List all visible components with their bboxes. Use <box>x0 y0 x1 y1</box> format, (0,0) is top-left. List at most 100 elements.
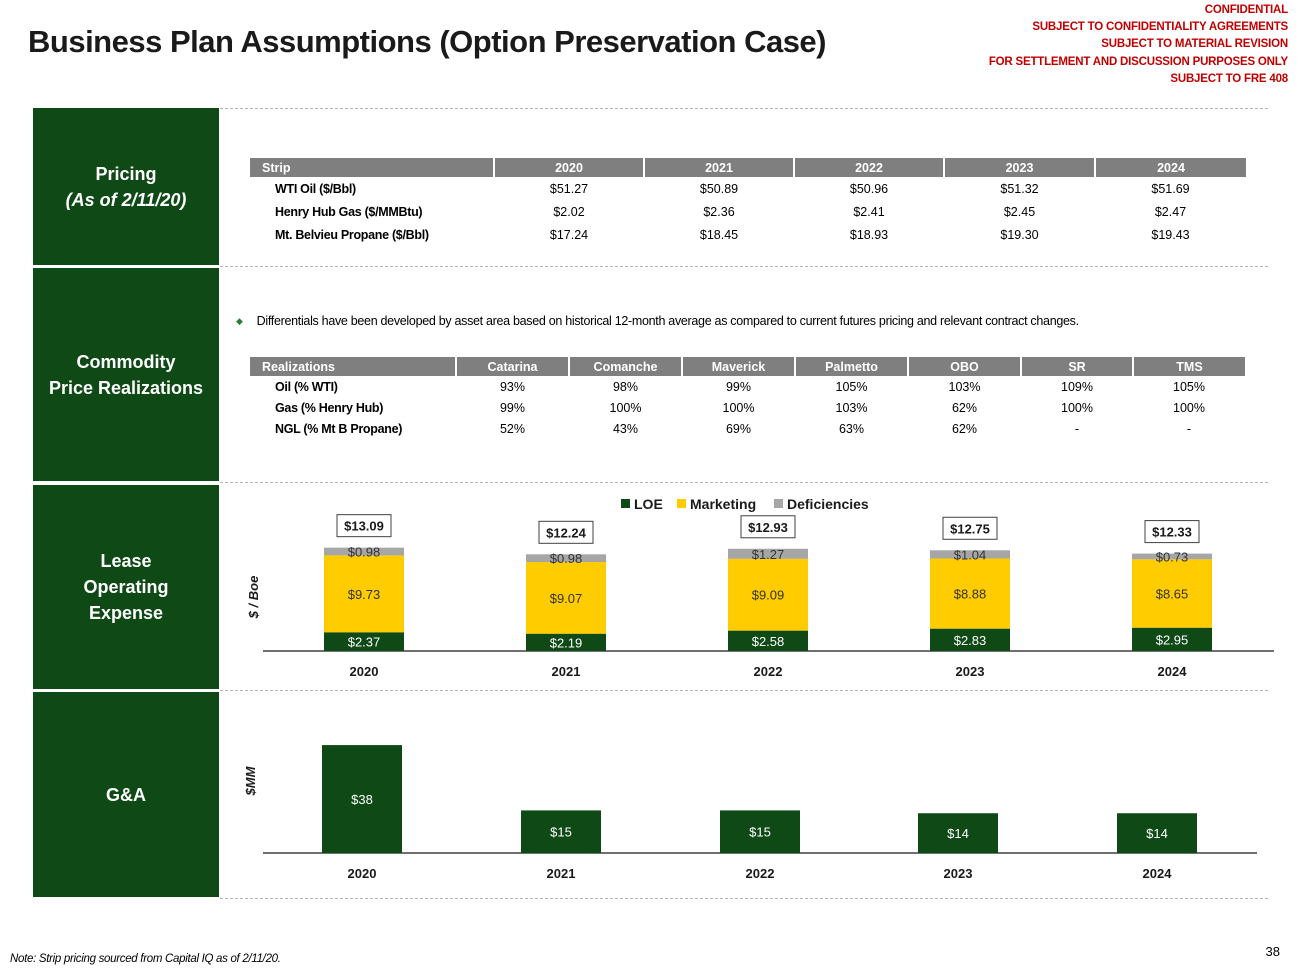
table-cell: 62% <box>951 400 978 415</box>
x-tick-label: 2020 <box>348 866 377 881</box>
table-cell: $2.02 <box>553 204 585 219</box>
column-header: Maverick <box>681 357 795 376</box>
confidential-line: FOR SETTLEMENT AND DISCUSSION PURPOSES O… <box>988 55 1288 68</box>
bar-marketing <box>1132 559 1212 628</box>
bar-deficiencies <box>728 548 808 559</box>
column-header: Realizations <box>250 357 456 376</box>
table-cell: $50.89 <box>699 181 739 196</box>
row-label: Henry Hub Gas ($/MMBtu) <box>275 204 423 219</box>
x-tick-label: 2022 <box>746 866 775 881</box>
bullet-text: Differentials have been developed by ass… <box>256 314 1079 328</box>
data-label: $9.07 <box>550 591 583 606</box>
section-loe-line1: Lease <box>100 551 152 571</box>
data-label: $1.04 <box>954 547 987 562</box>
table-cell: 69% <box>725 421 752 436</box>
table-cell: $19.30 <box>1000 227 1039 242</box>
column-header: 2022 <box>793 158 944 177</box>
bar-gna <box>720 810 800 853</box>
section-pricing-title: Pricing <box>95 163 157 184</box>
data-label: $8.65 <box>1156 587 1189 602</box>
bar-gna <box>322 745 402 853</box>
bar-marketing <box>728 558 808 631</box>
section-gna: G&A <box>33 692 219 897</box>
bar-loe <box>324 632 404 651</box>
table-cell: 103% <box>835 400 868 415</box>
row-label: Gas (% Henry Hub) <box>275 400 384 415</box>
pricing-table: Strip 2020 2021 2022 2023 2024 WTI Oil (… <box>250 158 1246 246</box>
legend-label: LOE <box>634 496 663 512</box>
data-label: $0.73 <box>1156 549 1189 564</box>
confidential-line: SUBJECT TO MATERIAL REVISION <box>1101 38 1288 51</box>
data-label: $2.19 <box>550 635 583 650</box>
divider <box>220 266 1268 267</box>
table-cell: 62% <box>951 421 978 436</box>
table-cell: - <box>1074 421 1080 436</box>
column-header: Palmetto <box>794 357 908 376</box>
table-cell: 105% <box>1173 379 1205 394</box>
x-tick-label: 2023 <box>956 664 985 679</box>
bar-loe <box>930 628 1010 651</box>
footnote: Note: Strip pricing sourced from Capital… <box>10 953 281 965</box>
data-label: $15 <box>550 825 572 840</box>
table-cell: $2.47 <box>1154 204 1187 219</box>
page-number: 38 <box>1265 944 1280 959</box>
table-row: NGL (% Mt B Propane) 52% 43% 69% 63% 62%… <box>250 418 1245 439</box>
table-cell: 52% <box>499 421 526 436</box>
data-label: $2.83 <box>954 633 987 648</box>
table-cell: 100% <box>1173 400 1205 415</box>
total-label: $12.24 <box>546 525 587 540</box>
data-label: $0.98 <box>550 551 583 566</box>
table-row: WTI Oil ($/Bbl) $51.27 $50.89 $50.96 $51… <box>250 177 1246 200</box>
data-label: $2.58 <box>752 634 785 649</box>
bar-gna <box>918 813 998 853</box>
bar-marketing <box>526 562 606 634</box>
total-label: $12.93 <box>748 520 788 535</box>
row-label: Mt. Belvieu Propane ($/Bbl) <box>275 227 429 242</box>
section-realizations: Commodity Price Realizations <box>33 268 219 481</box>
legend-swatch <box>621 499 630 508</box>
table-cell: $2.41 <box>853 204 885 219</box>
total-label: $12.33 <box>1152 525 1192 540</box>
data-label: $2.37 <box>348 635 381 650</box>
total-box <box>1144 520 1200 544</box>
data-label: $2.95 <box>1156 632 1189 647</box>
table-cell: 63% <box>838 421 865 436</box>
confidentiality-notice: CONFIDENTIAL SUBJECT TO CONFIDENTIALITY … <box>989 2 1288 88</box>
bar-loe <box>526 633 606 651</box>
data-label: $38 <box>351 792 373 807</box>
y-axis-label: $ / Boe <box>246 576 261 620</box>
x-tick-label: 2020 <box>350 664 379 679</box>
bar-loe <box>1132 627 1212 651</box>
column-header: 2020 <box>493 158 644 177</box>
data-label: $0.98 <box>348 545 381 560</box>
total-label: $13.09 <box>344 519 384 534</box>
column-header: 2024 <box>1094 158 1246 177</box>
table-row: Oil (% WTI) 93% 98% 99% 105% 103% 109% 1… <box>250 376 1245 397</box>
divider <box>220 108 1268 109</box>
table-cell: 93% <box>499 379 526 394</box>
x-tick-label: 2024 <box>1143 866 1173 881</box>
section-loe-line2: Operating <box>83 577 169 597</box>
table-cell: $50.96 <box>849 181 889 196</box>
table-cell: $19.43 <box>1151 227 1190 242</box>
table-cell: 109% <box>1061 379 1093 394</box>
data-label: $14 <box>947 826 969 841</box>
table-cell: $51.32 <box>1000 181 1039 196</box>
bar-gna <box>521 810 601 853</box>
confidential-line: CONFIDENTIAL <box>1204 4 1288 16</box>
total-box <box>942 516 998 540</box>
table-cell: $2.45 <box>1003 204 1036 219</box>
divider <box>220 482 1268 483</box>
x-tick-label: 2022 <box>754 664 783 679</box>
table-cell: 100% <box>609 400 642 415</box>
pricing-header-row: Strip 2020 2021 2022 2023 2024 <box>250 158 1246 177</box>
table-cell: 99% <box>499 400 526 415</box>
divider <box>220 898 1268 899</box>
row-label: WTI Oil ($/Bbl) <box>275 181 356 196</box>
table-cell: 100% <box>722 400 755 415</box>
data-label: $14 <box>1146 826 1168 841</box>
table-cell: $2.36 <box>703 204 735 219</box>
table-cell: 100% <box>1061 400 1093 415</box>
x-tick-label: 2021 <box>547 866 576 881</box>
